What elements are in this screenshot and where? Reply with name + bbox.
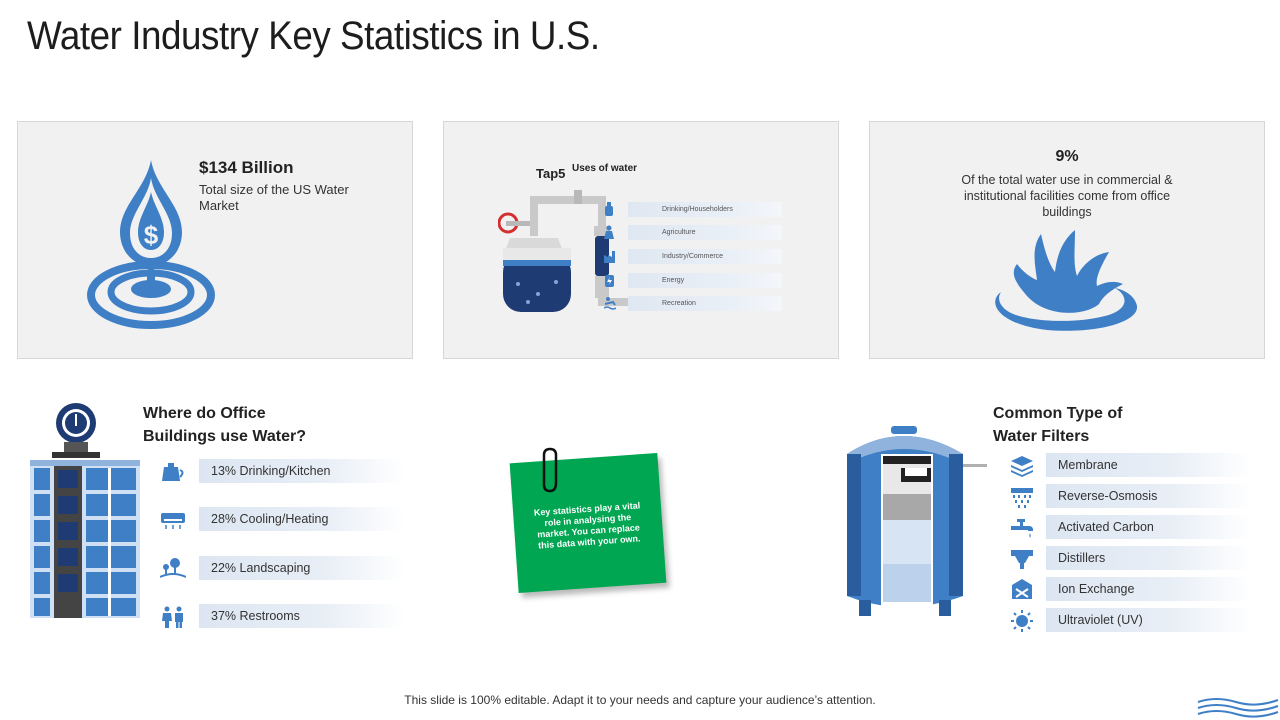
kettle-icon bbox=[160, 461, 186, 483]
factory-icon bbox=[604, 249, 616, 263]
office-usage-bar: 13% Drinking/Kitchen bbox=[199, 459, 404, 483]
svg-text:$: $ bbox=[144, 220, 159, 250]
water-splash-icon bbox=[995, 230, 1138, 331]
office-share-value: 9% bbox=[1055, 148, 1079, 165]
filters-section-title: Common Type of Water Filters bbox=[993, 405, 1123, 445]
distiller-icon bbox=[1009, 548, 1035, 570]
energy-icon bbox=[604, 273, 616, 287]
paper-clip-icon bbox=[542, 447, 558, 493]
office-usage-bar: 28% Cooling/Heating bbox=[199, 507, 404, 531]
use-item: Energy bbox=[605, 273, 782, 288]
market-size-card: $ $134 Billion Total size of the US Wate… bbox=[17, 121, 413, 359]
office-share-description: Of the total water use in commercial & i… bbox=[961, 173, 1173, 219]
filter-type-bar: Membrane bbox=[1046, 453, 1251, 477]
sticky-note-text: Key statistics play a vital role in anal… bbox=[533, 500, 641, 551]
air-conditioner-icon bbox=[160, 509, 186, 531]
footer-note: This slide is 100% editable. Adapt it to… bbox=[404, 693, 876, 707]
filter-type-bar: Activated Carbon bbox=[1046, 515, 1251, 539]
sticky-note: Key statistics play a vital role in anal… bbox=[509, 452, 667, 594]
tap-label: Tap5 bbox=[536, 166, 566, 181]
filter-type-bar: Ion Exchange bbox=[1046, 577, 1251, 601]
faucet-icon bbox=[1009, 517, 1035, 539]
uses-label: Uses of water bbox=[572, 163, 638, 174]
layers-icon bbox=[1009, 455, 1035, 477]
filter-type-bar: Distillers bbox=[1046, 546, 1251, 570]
ion-exchange-icon bbox=[1009, 579, 1035, 601]
swimmer-icon bbox=[603, 296, 617, 310]
farmer-icon bbox=[604, 225, 616, 239]
use-item: Industry/Commerce bbox=[604, 249, 782, 264]
use-item: Recreation bbox=[603, 296, 782, 311]
office-usage-bar: 22% Landscaping bbox=[199, 556, 404, 580]
water-drop-dollar-icon: $ bbox=[87, 160, 215, 329]
market-size-description: Total size of the US Water Market bbox=[199, 182, 349, 213]
wave-logo-icon bbox=[1197, 698, 1279, 718]
office-share-card: 9% Of the total water use in commercial … bbox=[869, 121, 1265, 359]
filter-type-bar: Reverse-Osmosis bbox=[1046, 484, 1251, 508]
water-filter-tank-icon bbox=[847, 426, 987, 618]
office-building-icon bbox=[30, 403, 140, 618]
use-item: Agriculture bbox=[604, 225, 782, 240]
office-section-title: Where do Office Buildings use Water? bbox=[143, 405, 306, 445]
use-item: Drinking/Householders bbox=[605, 202, 782, 217]
landscape-icon bbox=[159, 557, 187, 579]
page-title: Water Industry Key Statistics in U.S. bbox=[27, 14, 600, 58]
filter-type-bar: Ultraviolet (UV) bbox=[1046, 608, 1251, 632]
bottle-icon bbox=[604, 202, 616, 216]
shower-icon bbox=[1009, 486, 1035, 508]
market-size-value: $134 Billion bbox=[199, 158, 294, 177]
sun-icon bbox=[1009, 610, 1035, 632]
office-usage-bar: 37% Restrooms bbox=[199, 604, 404, 628]
uses-of-water-card: Tap5 Uses of water Drinking/Householders… bbox=[443, 121, 839, 359]
restroom-icon bbox=[160, 606, 186, 628]
